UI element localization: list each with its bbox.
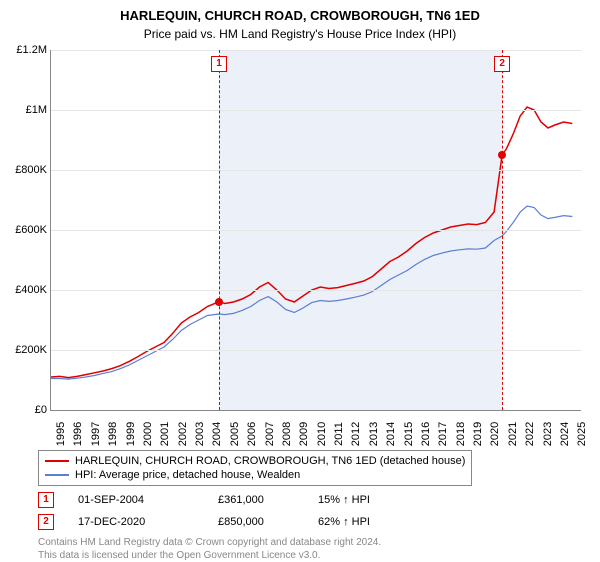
marker-line bbox=[219, 50, 220, 410]
sale-marker-badge: 1 bbox=[38, 492, 54, 508]
legend-label: HPI: Average price, detached house, Weal… bbox=[75, 469, 300, 481]
x-axis-label: 2016 bbox=[416, 422, 432, 446]
y-axis-label: £600K bbox=[5, 224, 51, 236]
x-axis-label: 2001 bbox=[155, 422, 171, 446]
x-axis-label: 2018 bbox=[451, 422, 467, 446]
chart-subtitle: Price paid vs. HM Land Registry's House … bbox=[0, 23, 600, 41]
legend-label: HARLEQUIN, CHURCH ROAD, CROWBOROUGH, TN6… bbox=[75, 455, 465, 467]
x-axis-label: 2014 bbox=[381, 422, 397, 446]
x-axis-label: 2019 bbox=[468, 422, 484, 446]
x-axis-label: 2008 bbox=[277, 422, 293, 446]
chart-plot-area: £0£200K£400K£600K£800K£1M£1.2M1995199619… bbox=[50, 50, 581, 411]
x-axis-label: 2000 bbox=[138, 422, 154, 446]
x-axis-label: 2005 bbox=[225, 422, 241, 446]
sale-delta: 15% ↑ HPI bbox=[318, 494, 418, 506]
x-axis-label: 2003 bbox=[190, 422, 206, 446]
sale-marker-badge: 2 bbox=[38, 514, 54, 530]
x-axis-label: 2015 bbox=[399, 422, 415, 446]
y-axis-label: £200K bbox=[5, 344, 51, 356]
x-axis-label: 2020 bbox=[485, 422, 501, 446]
x-axis-label: 2024 bbox=[555, 422, 571, 446]
legend-row: HARLEQUIN, CHURCH ROAD, CROWBOROUGH, TN6… bbox=[45, 454, 465, 468]
x-axis-label: 1998 bbox=[103, 422, 119, 446]
sale-row: 217-DEC-2020£850,00062% ↑ HPI bbox=[38, 514, 578, 530]
x-axis-label: 2023 bbox=[538, 422, 554, 446]
chart-title: HARLEQUIN, CHURCH ROAD, CROWBOROUGH, TN6… bbox=[0, 0, 600, 23]
y-axis-label: £1M bbox=[5, 104, 51, 116]
x-axis-label: 1997 bbox=[86, 422, 102, 446]
sale-price: £361,000 bbox=[218, 494, 318, 506]
sale-delta: 62% ↑ HPI bbox=[318, 516, 418, 528]
legend-and-footer: HARLEQUIN, CHURCH ROAD, CROWBOROUGH, TN6… bbox=[38, 450, 578, 562]
x-axis-label: 2025 bbox=[572, 422, 588, 446]
x-axis-label: 2006 bbox=[242, 422, 258, 446]
footer-text: Contains HM Land Registry data © Crown c… bbox=[38, 536, 578, 562]
x-axis-label: 2021 bbox=[503, 422, 519, 446]
y-axis-label: £0 bbox=[5, 404, 51, 416]
x-axis-label: 2007 bbox=[260, 422, 276, 446]
footer-line-1: Contains HM Land Registry data © Crown c… bbox=[38, 537, 381, 548]
sale-dot bbox=[498, 151, 506, 159]
sale-price: £850,000 bbox=[218, 516, 318, 528]
marker-line bbox=[502, 50, 503, 410]
y-axis-label: £400K bbox=[5, 284, 51, 296]
x-axis-label: 2010 bbox=[312, 422, 328, 446]
sales-table: 101-SEP-2004£361,00015% ↑ HPI 217-DEC-202… bbox=[38, 492, 578, 530]
sale-date: 17-DEC-2020 bbox=[54, 516, 218, 528]
sale-date: 01-SEP-2004 bbox=[54, 494, 218, 506]
y-axis-label: £800K bbox=[5, 164, 51, 176]
series-hpi bbox=[51, 206, 572, 379]
x-axis-label: 2022 bbox=[520, 422, 536, 446]
x-axis-label: 2013 bbox=[364, 422, 380, 446]
x-axis-label: 2017 bbox=[433, 422, 449, 446]
x-axis-label: 2012 bbox=[346, 422, 362, 446]
x-axis-label: 1995 bbox=[51, 422, 67, 446]
footer-line-2: This data is licensed under the Open Gov… bbox=[38, 550, 320, 561]
legend-box: HARLEQUIN, CHURCH ROAD, CROWBOROUGH, TN6… bbox=[38, 450, 472, 486]
legend-row: HPI: Average price, detached house, Weal… bbox=[45, 468, 465, 482]
marker-badge: 1 bbox=[211, 56, 227, 72]
x-axis-label: 1999 bbox=[121, 422, 137, 446]
y-axis-label: £1.2M bbox=[5, 44, 51, 56]
legend-swatch bbox=[45, 474, 69, 476]
marker-badge: 2 bbox=[494, 56, 510, 72]
x-axis-label: 2002 bbox=[173, 422, 189, 446]
x-axis-label: 2004 bbox=[207, 422, 223, 446]
chart-container: HARLEQUIN, CHURCH ROAD, CROWBOROUGH, TN6… bbox=[0, 0, 600, 560]
sale-row: 101-SEP-2004£361,00015% ↑ HPI bbox=[38, 492, 578, 508]
sale-dot bbox=[215, 298, 223, 306]
series-subject bbox=[51, 107, 572, 378]
x-axis-label: 2011 bbox=[329, 422, 345, 446]
legend-swatch bbox=[45, 460, 69, 462]
x-axis-label: 2009 bbox=[294, 422, 310, 446]
x-axis-label: 1996 bbox=[68, 422, 84, 446]
